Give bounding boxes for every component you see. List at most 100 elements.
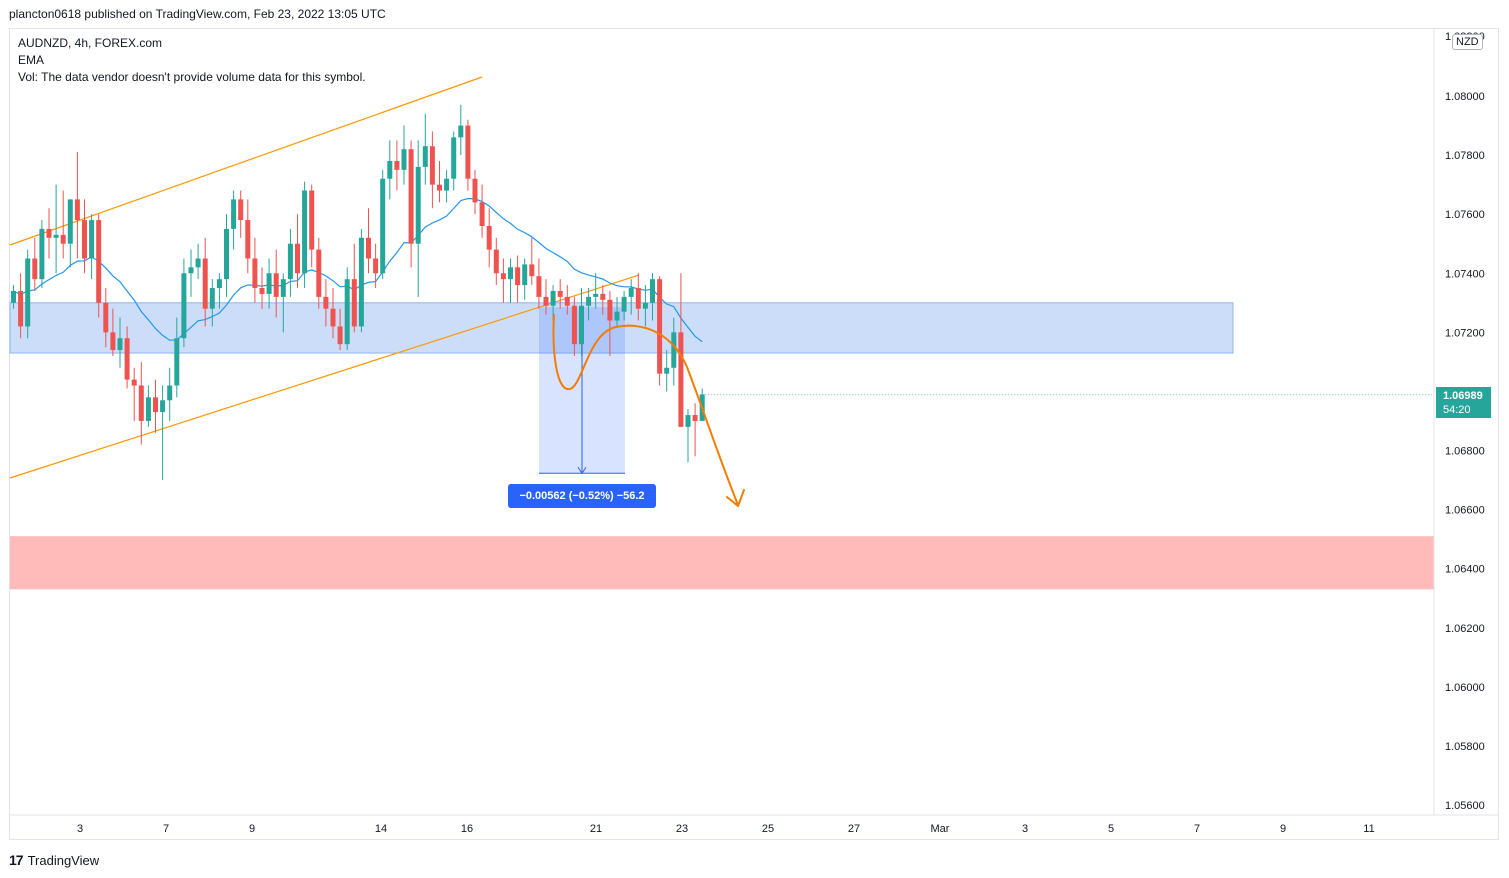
price-tick-label: 1.05600 [1445,800,1485,812]
candle-body [209,288,215,309]
candle [579,288,584,356]
candle [373,243,379,289]
candle [479,184,485,238]
candle-body [358,237,364,327]
chart-frame[interactable] [9,28,1499,840]
candle-body [692,415,698,421]
candle-body [685,415,691,427]
candle [259,267,265,309]
candle [32,237,38,291]
candle-body [550,290,556,306]
candle [437,160,442,203]
price-tick-label: 1.08000 [1445,91,1485,103]
candle-body [266,273,272,294]
candle-body [46,228,52,238]
candle [351,243,357,333]
candle [401,125,407,185]
candle [160,385,166,481]
candle [650,273,655,321]
legend-ema[interactable]: EMA [18,53,45,67]
candle-body [571,305,577,345]
measure-result-label[interactable]: −0.00562 (−0.52%) −56.2 [508,484,656,508]
currency-badge[interactable]: NZD [1452,34,1483,50]
candle-body [607,299,613,321]
candle-body [657,279,663,374]
candle-body [415,166,421,244]
candle [74,152,80,259]
candle [131,367,137,421]
time-tick-label: 3 [1022,823,1028,835]
candle [344,267,350,351]
time-tick-label: 7 [1194,823,1200,835]
candle [571,296,577,356]
candle-body [621,296,627,312]
candle [11,285,16,309]
candle-body [245,220,251,259]
candle-body [650,279,655,303]
candle-body [32,258,38,280]
candle-body [330,308,336,327]
candle-body [273,273,279,297]
legend-symbol[interactable]: AUDNZD, 4h, FOREX.com [18,36,163,50]
candle [117,317,123,368]
candle-body [181,273,187,339]
candle-body [295,243,300,274]
tradingview-brand: TradingView [27,852,100,868]
time-tick-label: 14 [375,823,387,835]
candle-body [543,296,549,306]
candle [607,290,613,356]
candle [472,169,478,215]
candle-body [458,125,464,138]
candle [415,140,421,297]
candle [557,279,563,309]
candle-body [302,190,308,274]
ema-layer [13,197,703,343]
candle-body [96,220,102,303]
price-tick-label: 1.07400 [1445,268,1485,280]
candle-body [131,379,137,386]
candle [266,258,272,309]
candle [465,119,471,191]
candle [614,296,620,327]
candle [685,409,691,463]
candle [273,249,279,318]
candle-body [593,293,599,297]
candle [635,273,641,321]
channel-upper-line [9,76,483,246]
zones-layer [9,302,1434,590]
candle [18,273,24,339]
price-tick-label: 1.05800 [1445,741,1485,753]
candle-body [224,228,229,280]
candle-body [337,326,343,345]
candle-body [366,237,371,259]
ema-line [13,197,703,343]
candle [529,237,535,286]
time-tick-label: 21 [590,823,602,835]
candle [380,169,386,280]
candle-body [536,276,542,297]
time-tick-label: 5 [1108,823,1114,835]
candle [167,367,173,421]
candle-body [53,234,59,238]
candle [188,249,194,297]
candle [358,228,364,333]
footer-brand[interactable]: 17 TradingView [9,852,99,868]
measure-arrow-head [577,466,587,475]
candle-body [138,385,144,421]
candle-body [316,249,322,297]
candle-body [287,243,293,280]
candle-body [103,302,109,333]
time-tick-label: 25 [762,823,774,835]
candle-body [110,332,116,351]
candle-body [117,338,123,351]
price-tick-label: 1.06200 [1445,623,1485,635]
candle [67,199,73,268]
forecast-arrow-head [726,489,745,508]
candle [295,214,300,289]
candle-body [387,160,393,179]
candle [216,273,222,309]
candle [522,258,528,300]
candle [671,317,677,386]
candle [39,220,45,289]
